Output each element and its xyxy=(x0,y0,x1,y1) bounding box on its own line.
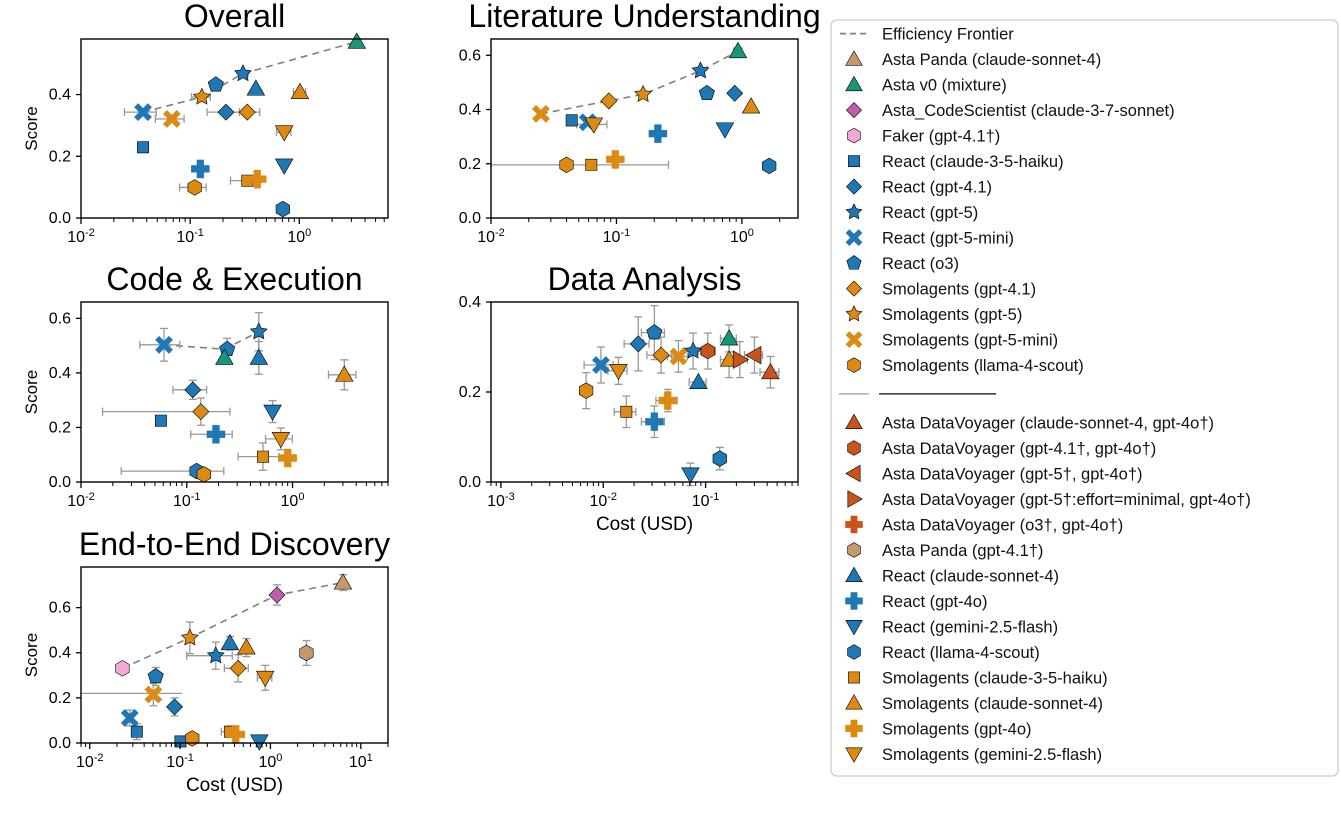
svg-text:React (gpt-5): React (gpt-5) xyxy=(882,204,978,222)
svg-text:Score: Score xyxy=(22,106,41,150)
svg-text:React (gemini-2.5-flash): React (gemini-2.5-flash) xyxy=(882,619,1058,637)
svg-text:0.4: 0.4 xyxy=(49,645,71,662)
svg-text:Faker (gpt-4.1†): Faker (gpt-4.1†) xyxy=(882,128,1000,146)
svg-text:0.0: 0.0 xyxy=(49,735,71,752)
svg-text:Smolagents (gpt-4o): Smolagents (gpt-4o) xyxy=(882,721,1032,739)
svg-text:React (o3): React (o3) xyxy=(882,255,959,273)
svg-text:0.2: 0.2 xyxy=(459,156,481,173)
svg-text:React (gpt-5-mini): React (gpt-5-mini) xyxy=(882,230,1014,248)
svg-text:Score: Score xyxy=(22,370,41,414)
svg-text:0.2: 0.2 xyxy=(49,419,71,436)
svg-text:Smolagents (gpt-4.1): Smolagents (gpt-4.1) xyxy=(882,281,1036,299)
svg-text:Smolagents (gpt-5): Smolagents (gpt-5) xyxy=(882,306,1022,324)
svg-text:Cost (USD): Cost (USD) xyxy=(186,775,283,796)
svg-text:0.0: 0.0 xyxy=(49,210,71,227)
svg-text:Asta DataVoyager (o3†, gpt-4o†: Asta DataVoyager (o3†, gpt-4o†) xyxy=(882,517,1123,535)
svg-text:Overall: Overall xyxy=(184,0,285,34)
svg-text:0.0: 0.0 xyxy=(49,474,71,491)
svg-text:Smolagents (gpt-5-mini): Smolagents (gpt-5-mini) xyxy=(882,332,1058,350)
svg-text:React (llama-4-scout): React (llama-4-scout) xyxy=(882,644,1040,662)
svg-text:0.6: 0.6 xyxy=(459,47,481,64)
svg-text:React (gpt-4.1): React (gpt-4.1) xyxy=(882,179,992,197)
svg-text:0.4: 0.4 xyxy=(459,294,481,311)
svg-text:React (claude-sonnet-4): React (claude-sonnet-4) xyxy=(882,568,1059,586)
svg-text:Efficiency Frontier: Efficiency Frontier xyxy=(882,26,1014,44)
svg-text:Asta Panda (claude-sonnet-4): Asta Panda (claude-sonnet-4) xyxy=(882,51,1101,69)
svg-text:0.6: 0.6 xyxy=(49,310,71,327)
svg-text:Asta v0 (mixture): Asta v0 (mixture) xyxy=(882,77,1007,95)
svg-text:0.4: 0.4 xyxy=(459,102,481,119)
svg-text:Data Analysis: Data Analysis xyxy=(548,261,742,297)
svg-text:0.2: 0.2 xyxy=(49,690,71,707)
svg-text:Smolagents (gemini-2.5-flash): Smolagents (gemini-2.5-flash) xyxy=(882,746,1102,764)
svg-text:Asta DataVoyager (gpt-5†:effor: Asta DataVoyager (gpt-5†:effort=minimal,… xyxy=(882,491,1251,509)
svg-text:0.2: 0.2 xyxy=(49,148,71,165)
svg-text:Literature Understanding: Literature Understanding xyxy=(468,0,820,34)
svg-text:0.4: 0.4 xyxy=(49,365,71,382)
svg-text:Score: Score xyxy=(22,633,41,677)
svg-text:End-to-End Discovery: End-to-End Discovery xyxy=(79,526,390,562)
svg-text:Asta Panda (gpt-4.1†): Asta Panda (gpt-4.1†) xyxy=(882,542,1043,560)
svg-text:0.4: 0.4 xyxy=(49,87,71,104)
svg-text:Code & Execution: Code & Execution xyxy=(106,261,362,297)
svg-text:Cost (USD): Cost (USD) xyxy=(596,514,693,535)
svg-text:React (gpt-4o): React (gpt-4o) xyxy=(882,593,987,611)
svg-text:React (claude-3-5-haiku): React (claude-3-5-haiku) xyxy=(882,153,1064,171)
svg-text:Asta_CodeScientist (claude-3-7: Asta_CodeScientist (claude-3-7-sonnet) xyxy=(882,102,1175,120)
svg-text:0.0: 0.0 xyxy=(459,210,481,227)
svg-text:0.6: 0.6 xyxy=(49,600,71,617)
svg-text:Smolagents (llama-4-scout): Smolagents (llama-4-scout) xyxy=(882,357,1084,375)
svg-text:Smolagents (claude-3-5-haiku): Smolagents (claude-3-5-haiku) xyxy=(882,670,1108,688)
svg-text:0.0: 0.0 xyxy=(459,474,481,491)
svg-text:Asta DataVoyager (claude-sonne: Asta DataVoyager (claude-sonnet-4, gpt-4… xyxy=(882,415,1214,433)
svg-text:Smolagents (claude-sonnet-4): Smolagents (claude-sonnet-4) xyxy=(882,695,1103,713)
svg-text:Asta DataVoyager (gpt-4.1†, gp: Asta DataVoyager (gpt-4.1†, gpt-4o†) xyxy=(882,440,1156,458)
svg-text:0.2: 0.2 xyxy=(459,384,481,401)
svg-text:Asta DataVoyager (gpt-5†, gpt-: Asta DataVoyager (gpt-5†, gpt-4o†) xyxy=(882,466,1143,484)
